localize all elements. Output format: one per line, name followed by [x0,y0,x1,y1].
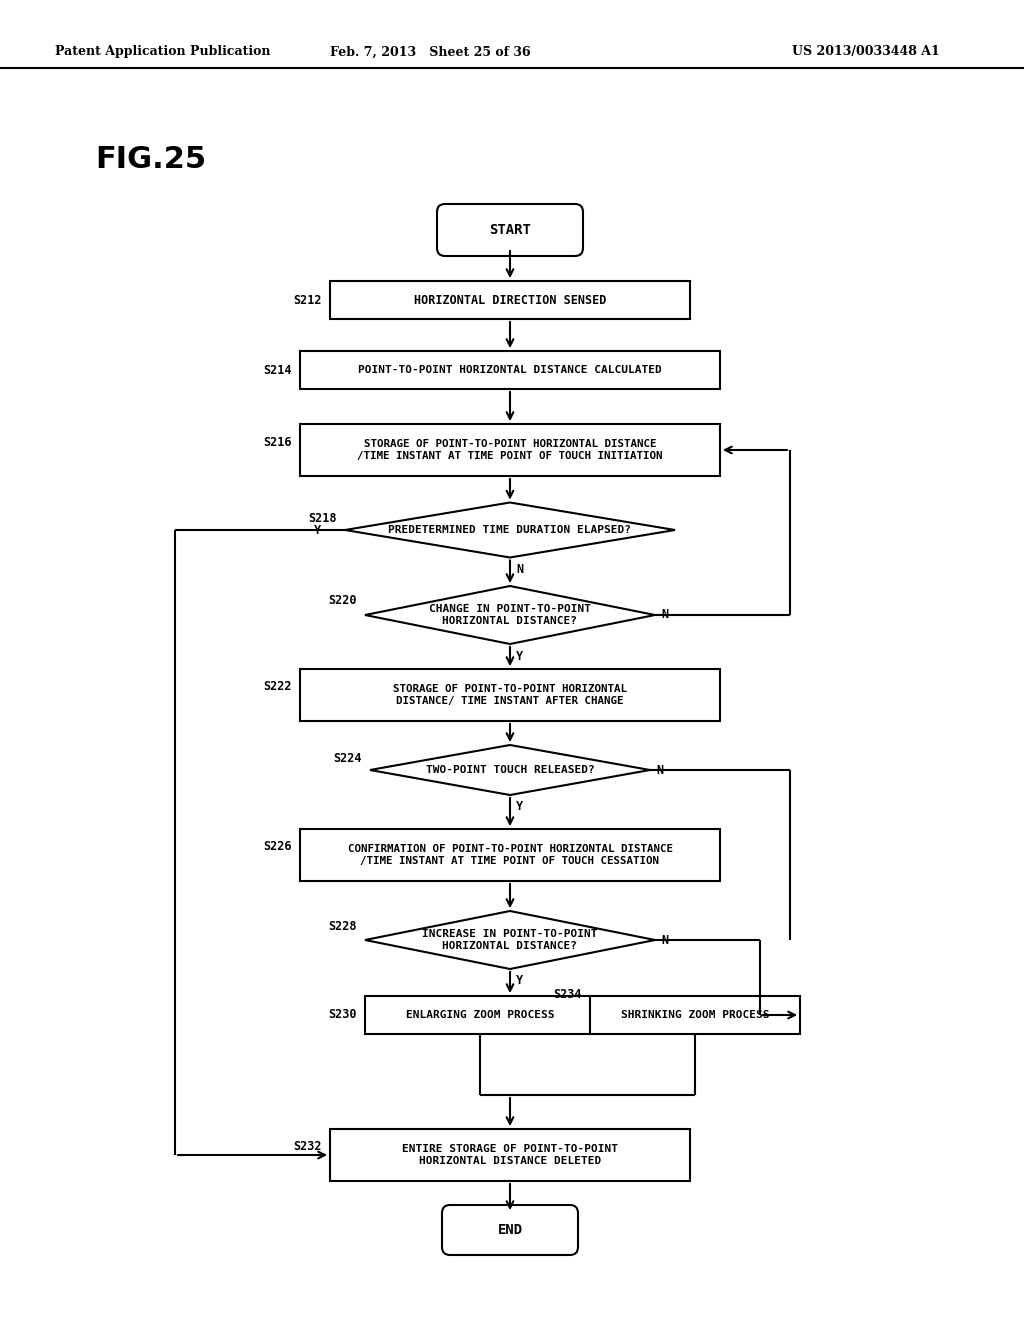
Polygon shape [370,744,650,795]
Text: Y: Y [516,649,523,663]
Bar [365,997,595,1034]
Text: S228: S228 [329,920,357,932]
FancyBboxPatch shape [442,1205,578,1255]
Text: N: N [662,609,668,622]
Bar [330,1129,690,1181]
Text: CONFIRMATION OF POINT-TO-POINT HORIZONTAL DISTANCE
/TIME INSTANT AT TIME POINT O: CONFIRMATION OF POINT-TO-POINT HORIZONTA… [347,845,673,866]
Polygon shape [345,503,675,557]
Text: S220: S220 [329,594,357,607]
Text: S234: S234 [554,989,582,1002]
Polygon shape [365,586,655,644]
Bar [330,281,690,319]
Text: ENLARGING ZOOM PROCESS: ENLARGING ZOOM PROCESS [406,1010,554,1020]
Bar [300,424,720,477]
Text: ENTIRE STORAGE OF POINT-TO-POINT
HORIZONTAL DISTANCE DELETED: ENTIRE STORAGE OF POINT-TO-POINT HORIZON… [402,1144,618,1166]
Text: S214: S214 [263,363,292,376]
Text: S212: S212 [294,293,322,306]
Text: INCREASE IN POINT-TO-POINT
HORIZONTAL DISTANCE?: INCREASE IN POINT-TO-POINT HORIZONTAL DI… [422,929,598,950]
Text: SHRINKING ZOOM PROCESS: SHRINKING ZOOM PROCESS [621,1010,769,1020]
Text: S222: S222 [263,681,292,693]
Bar [300,829,720,880]
Text: Y: Y [516,800,523,813]
Text: US 2013/0033448 A1: US 2013/0033448 A1 [793,45,940,58]
Text: POINT-TO-POINT HORIZONTAL DISTANCE CALCULATED: POINT-TO-POINT HORIZONTAL DISTANCE CALCU… [358,366,662,375]
Bar [590,997,800,1034]
Text: S226: S226 [263,841,292,854]
Text: N: N [516,564,523,576]
Text: PREDETERMINED TIME DURATION ELAPSED?: PREDETERMINED TIME DURATION ELAPSED? [388,525,632,535]
Text: S218: S218 [308,511,337,524]
Bar [300,669,720,721]
Text: STORAGE OF POINT-TO-POINT HORIZONTAL DISTANCE
/TIME INSTANT AT TIME POINT OF TOU: STORAGE OF POINT-TO-POINT HORIZONTAL DIS… [357,440,663,461]
Text: N: N [656,763,664,776]
Text: FIG.25: FIG.25 [95,145,206,174]
Text: HORIZONTAL DIRECTION SENSED: HORIZONTAL DIRECTION SENSED [414,293,606,306]
Text: Y: Y [313,524,321,536]
Text: S230: S230 [329,1008,357,1022]
Text: Feb. 7, 2013   Sheet 25 of 36: Feb. 7, 2013 Sheet 25 of 36 [330,45,530,58]
Polygon shape [365,911,655,969]
Text: S232: S232 [294,1140,322,1154]
Text: S224: S224 [334,751,362,764]
Text: S216: S216 [263,436,292,449]
Text: N: N [662,933,668,946]
Bar [300,351,720,389]
Text: END: END [498,1224,522,1237]
FancyBboxPatch shape [437,205,583,256]
Text: Patent Application Publication: Patent Application Publication [55,45,270,58]
Text: TWO-POINT TOUCH RELEASED?: TWO-POINT TOUCH RELEASED? [426,766,594,775]
Text: Y: Y [516,974,523,987]
Text: CHANGE IN POINT-TO-POINT
HORIZONTAL DISTANCE?: CHANGE IN POINT-TO-POINT HORIZONTAL DIST… [429,605,591,626]
Text: STORAGE OF POINT-TO-POINT HORIZONTAL
DISTANCE/ TIME INSTANT AFTER CHANGE: STORAGE OF POINT-TO-POINT HORIZONTAL DIS… [393,684,627,706]
Text: START: START [489,223,530,238]
